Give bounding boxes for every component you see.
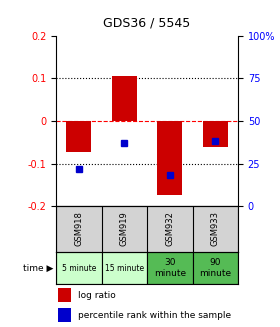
- Bar: [193, 252, 238, 284]
- Bar: [58, 288, 71, 302]
- Text: log ratio: log ratio: [78, 291, 116, 300]
- Text: GSM919: GSM919: [120, 212, 129, 246]
- Bar: [112, 77, 137, 121]
- Text: 5 minute: 5 minute: [62, 264, 96, 273]
- Text: GDS36 / 5545: GDS36 / 5545: [103, 16, 191, 29]
- Text: percentile rank within the sample: percentile rank within the sample: [78, 311, 231, 319]
- Bar: [58, 308, 71, 322]
- Bar: [147, 252, 193, 284]
- Bar: [56, 252, 101, 284]
- Bar: [157, 121, 182, 195]
- Bar: [203, 121, 228, 147]
- Text: GSM933: GSM933: [211, 211, 220, 247]
- Text: 15 minute: 15 minute: [105, 264, 144, 273]
- Text: GSM918: GSM918: [74, 212, 83, 246]
- Bar: [101, 252, 147, 284]
- Text: 90
minute: 90 minute: [199, 258, 231, 278]
- Text: 30
minute: 30 minute: [154, 258, 186, 278]
- Text: time ▶: time ▶: [23, 264, 53, 273]
- Bar: [66, 121, 91, 152]
- Text: GSM932: GSM932: [165, 212, 174, 246]
